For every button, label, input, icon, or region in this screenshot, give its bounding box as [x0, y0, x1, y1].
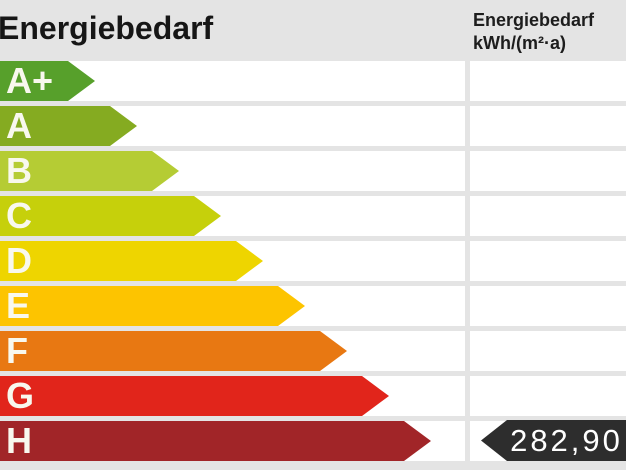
energy-class-label: A: [6, 105, 32, 146]
energy-class-label: F: [6, 330, 28, 371]
energy-class-label: H: [6, 420, 32, 461]
unit-label-line2: kWh/(m²·a): [473, 33, 566, 53]
energy-class-arrow-aplus: A+: [0, 61, 95, 101]
energy-class-label: C: [6, 195, 32, 236]
column-divider: [465, 61, 470, 461]
energy-class-arrow-h: H: [0, 421, 431, 461]
energy-class-arrow-d: D: [0, 241, 263, 281]
value-marker-arrow: 282,90: [481, 420, 626, 461]
energy-class-label: B: [6, 150, 32, 191]
scale-row: F: [0, 331, 626, 371]
energy-class-arrow-g: G: [0, 376, 389, 416]
scale-row: D: [0, 241, 626, 281]
energy-class-arrow-b: B: [0, 151, 179, 191]
energy-scale: A+ A B C D E F G H: [0, 61, 626, 461]
energy-class-arrow-c: C: [0, 196, 221, 236]
energy-class-arrow-e: E: [0, 286, 305, 326]
scale-row: C: [0, 196, 626, 236]
unit-label: Energiebedarf kWh/(m²·a): [473, 9, 594, 55]
page-title: Energiebedarf: [0, 10, 214, 46]
unit-label-line1: Energiebedarf: [473, 10, 595, 30]
scale-row: G: [0, 376, 626, 416]
scale-row: E: [0, 286, 626, 326]
energy-class-arrow-a: A: [0, 106, 137, 146]
value-marker-text: 282,90: [510, 423, 623, 458]
scale-row: A: [0, 106, 626, 146]
energy-class-label: E: [6, 285, 31, 326]
energy-class-arrow-f: F: [0, 331, 347, 371]
energy-class-label: G: [6, 375, 35, 416]
scale-row: A+: [0, 61, 626, 101]
scale-row: B: [0, 151, 626, 191]
energy-class-label: A+: [6, 60, 54, 101]
energy-class-label: D: [6, 240, 32, 281]
